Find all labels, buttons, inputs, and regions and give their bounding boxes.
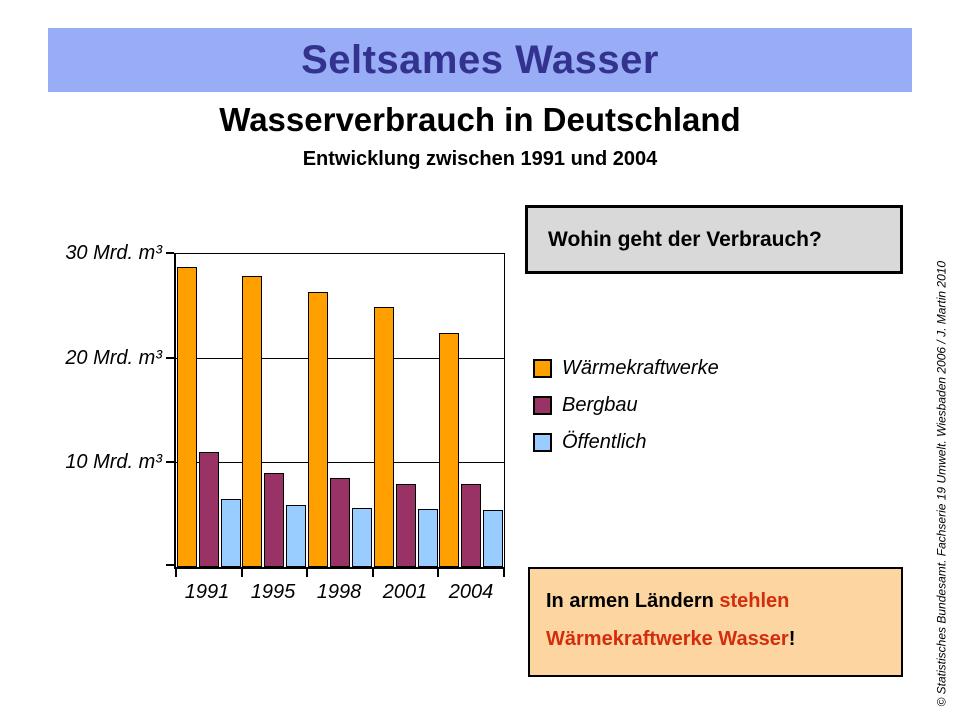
x-axis-label-2001: 2001 — [382, 581, 428, 603]
bar-oeffentlich-1991 — [220, 499, 241, 567]
x-tick-3 — [372, 569, 374, 577]
bar-bergbau-1991 — [198, 452, 219, 567]
bar-group-2004 — [438, 253, 504, 567]
x-tick-5 — [503, 569, 505, 577]
bar-waermekraftwerke-2004 — [439, 333, 460, 567]
y-tick-20 — [166, 357, 174, 359]
question-box: Wohin geht der Verbrauch? — [525, 205, 903, 274]
question-box-text: Wohin geht der Verbrauch? — [548, 227, 822, 251]
bar-group-1995 — [242, 253, 308, 567]
bar-oeffentlich-1998 — [351, 508, 372, 567]
subtitle: Entwicklung zwischen 1991 und 2004 — [302, 148, 658, 170]
x-tick-1 — [241, 569, 243, 577]
x-tick-4 — [437, 569, 439, 577]
bar-waermekraftwerke-2001 — [373, 307, 394, 567]
x-axis-label-1995: 1995 — [250, 581, 296, 603]
gridline-30 — [176, 253, 504, 254]
x-tick-0 — [175, 569, 177, 577]
bar-bergbau-1998 — [329, 478, 350, 567]
y-tick-30 — [166, 252, 174, 254]
bar-oeffentlich-2004 — [483, 510, 504, 567]
bar-waermekraftwerke-1998 — [307, 292, 328, 567]
y-axis-label-30: 30 Mrd. m³ — [65, 242, 162, 264]
legend-label-waermekraftwerke: Wärmekraftwerke — [562, 357, 719, 379]
bar-waermekraftwerke-1995 — [242, 276, 263, 567]
bar-bergbau-2004 — [461, 484, 482, 567]
bar-bergbau-2001 — [395, 484, 416, 567]
y-axis-label-10: 10 Mrd. m³ — [65, 451, 162, 473]
page-title: Wasserverbrauch in Deutschland — [219, 101, 741, 138]
plot-area — [166, 252, 505, 577]
x-axis-label-2004: 2004 — [448, 581, 494, 603]
grid-layer — [166, 252, 505, 577]
banner-title: Seltsames Wasser — [301, 37, 659, 82]
message-text-black-end: ! — [788, 628, 796, 650]
legend-swatch-waermekraftwerke — [533, 359, 552, 378]
bar-bergbau-1995 — [264, 473, 285, 567]
y-axis-labels: 30 Mrd. m³ 20 Mrd. m³ 10 Mrd. m³ — [36, 242, 162, 567]
x-axis-labels: 1991 1995 1998 2001 2004 — [174, 581, 504, 604]
banner: Seltsames Wasser — [48, 28, 912, 92]
bar-oeffentlich-2001 — [417, 509, 438, 567]
gridline-10 — [176, 462, 504, 463]
legend-label-bergbau: Bergbau — [562, 394, 638, 416]
legend-item-waermekraftwerke: Wärmekraftwerke — [533, 356, 719, 381]
x-axis-label-1991: 1991 — [184, 581, 230, 603]
y-axis-label-20: 20 Mrd. m³ — [65, 347, 162, 369]
x-axis-label-1998: 1998 — [316, 581, 362, 603]
bar-group-1998 — [307, 253, 373, 567]
message-text-red: stehlen Wärmekraftwerke Wasser — [546, 590, 790, 650]
legend-swatch-oeffentlich — [533, 433, 552, 452]
chart-legend: Wärmekraftwerke Bergbau Öffentlich — [533, 356, 719, 467]
message-box: In armen Ländern stehlen Wärmekraftwerke… — [528, 567, 903, 677]
y-tick-0 — [166, 564, 174, 566]
y-tick-10 — [166, 461, 174, 463]
bar-group-1991 — [176, 253, 242, 567]
legend-item-bergbau: Bergbau — [533, 393, 719, 418]
legend-item-oeffentlich: Öffentlich — [533, 430, 719, 455]
copyright-vertical: © Statistisches Bundesamt. Fachserie 19 … — [934, 260, 949, 707]
legend-label-oeffentlich: Öffentlich — [562, 431, 647, 453]
bar-oeffentlich-1995 — [286, 505, 307, 567]
message-text-black: In armen Ländern — [546, 590, 720, 612]
bars-layer — [176, 253, 504, 567]
legend-swatch-bergbau — [533, 396, 552, 415]
bar-waermekraftwerke-1991 — [176, 267, 197, 567]
gridline-20 — [176, 358, 504, 359]
x-tick-2 — [306, 569, 308, 577]
bar-group-2001 — [373, 253, 439, 567]
